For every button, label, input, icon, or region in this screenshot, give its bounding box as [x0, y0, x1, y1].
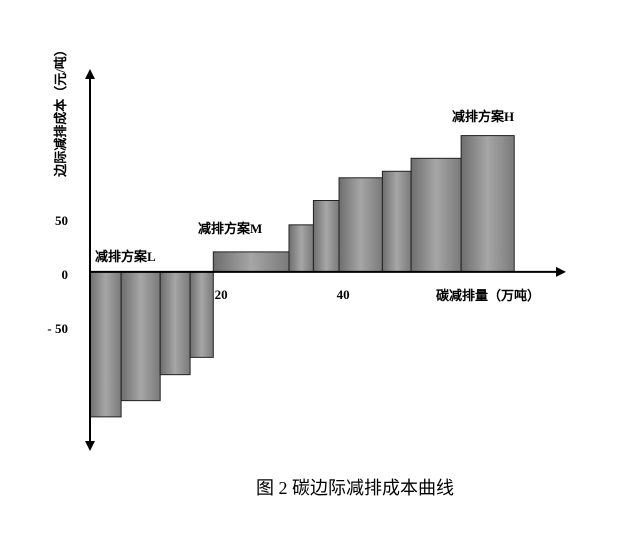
bar [89, 271, 122, 418]
bar [212, 251, 290, 273]
bar [460, 135, 515, 273]
bar [410, 157, 462, 273]
annotation: 减排方案M [198, 221, 262, 236]
y-tick-label: - 50 [47, 321, 68, 336]
bar [288, 224, 314, 273]
annotation: 减排方案L [95, 249, 156, 264]
bar [189, 271, 214, 358]
x-axis-label: 碳减排量（万吨） [436, 288, 540, 303]
bar [338, 177, 383, 273]
y-axis-label: 边际减排成本（元/吨） [53, 43, 68, 178]
chart-title: 图 2 碳边际减排成本曲线 [256, 478, 454, 498]
y-axis-arrow [85, 441, 95, 451]
bar [312, 199, 340, 273]
bar [120, 271, 161, 402]
y-axis-arrow [85, 69, 95, 79]
bar [381, 170, 412, 273]
y-tick-label: 0 [62, 267, 69, 282]
annotation: 减排方案H [452, 109, 514, 124]
bar [159, 271, 191, 376]
y-tick-label: 50 [55, 213, 68, 228]
x-tick-label: 20 [215, 287, 228, 302]
x-tick-label: 40 [337, 287, 350, 302]
x-axis-arrow [556, 266, 566, 277]
